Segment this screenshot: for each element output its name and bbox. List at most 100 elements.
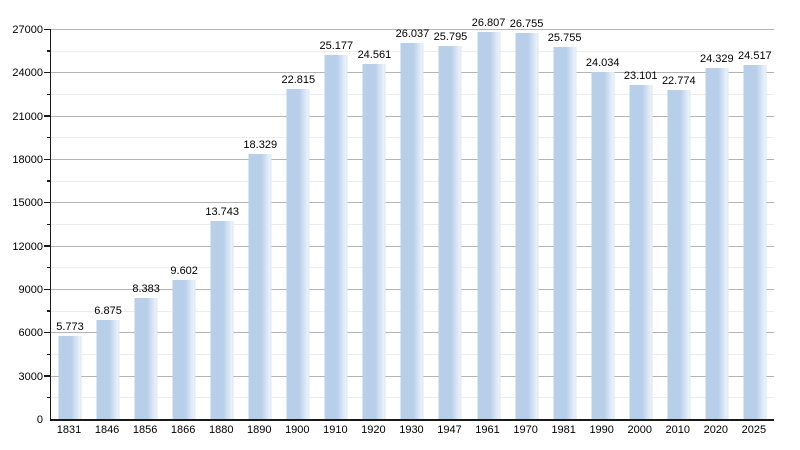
x-axis-tick-label: 1846 [94,424,120,436]
bar-slot: 24.517 [736,29,774,419]
y-axis-tick-label: 21000 [12,110,43,123]
bar-value-label: 26.037 [395,27,430,40]
x-axis-tick-label: 1990 [589,424,614,436]
bar-slot: 13.743 [203,29,241,419]
bar [477,31,501,419]
y-axis-tick-label: 24000 [12,67,43,80]
y-axis-tick [47,180,50,182]
x-axis-tick-label: 2025 [741,424,767,436]
x-axis-tick-label: 1930 [399,424,424,436]
bar [248,154,272,419]
bar-value-label: 26.807 [471,16,506,29]
y-axis-tick [47,223,50,225]
x-axis-tick-label: 2020 [703,424,729,436]
bar [591,71,615,419]
bar-value-label: 25.755 [547,31,582,44]
bar-slot: 22.815 [279,29,317,419]
bar [743,64,767,419]
bar-value-label: 22.774 [661,75,696,88]
bar-value-label: 25.795 [433,31,468,44]
bar-value-label: 9.602 [170,265,198,278]
bar-slot: 9.602 [165,29,203,419]
x-axis-tick-label: 1920 [361,424,386,436]
x-axis-tick-label: 1856 [132,424,158,436]
bar [629,85,653,419]
bar-slot: 26.037 [393,27,431,419]
bar [438,46,462,419]
bar-slot: 22.774 [660,29,698,419]
y-axis-tick [44,71,50,74]
plot-area: 5.773 6.875 8.383 9.602 13.743 18.329 22.815 25… [44,17,774,421]
bar [553,46,577,419]
bar-slot: 24.034 [584,29,622,419]
bar-slot: 23.101 [622,29,660,419]
y-axis-tick-label: 15000 [12,197,43,210]
y-axis-tick [44,201,50,204]
bar [210,220,234,419]
bar-slot: 8.383 [127,29,165,419]
y-axis-tick [44,245,50,247]
x-axis-tick-label: 1900 [285,424,310,436]
bar [515,32,539,419]
bar-value-label: 24.034 [585,56,620,69]
bar [58,335,82,419]
x-axis-tick-label: 2010 [665,424,691,436]
bar-slot: 26.755 [508,18,546,419]
y-axis-tick-label: 3000 [18,370,43,383]
bar-value-label: 22.815 [281,74,316,87]
bar [96,319,120,419]
x-axis-labels: 1831 1846 1856 1866 1880 1890 1900 1910 1920 1930… [50,424,773,437]
y-axis-tick-label: 27000 [12,24,43,36]
bar-value-label: 24.329 [699,52,734,65]
y-axis-tick [47,396,50,399]
bar-slot: 5.773 [51,29,89,419]
bar [362,64,386,419]
bar [172,280,196,419]
y-axis-tick [47,310,50,312]
bar-slot: 18.329 [241,29,279,419]
x-axis-tick-label: 1961 [475,424,500,436]
y-axis-tick [44,158,50,160]
x-axis-tick-label: 1981 [551,424,576,436]
x-axis-tick-label: 1947 [437,424,462,436]
bar-value-label: 8.383 [132,282,160,295]
y-axis-tick [47,93,50,95]
bar [286,89,310,419]
y-axis-tick [44,28,50,30]
bar [667,90,691,419]
bar [324,55,348,419]
x-axis-tick-label: 1910 [323,424,348,436]
bar-value-label: 25.177 [319,40,354,53]
bar-slot: 24.329 [698,29,736,419]
bar-slot: 26.807 [470,17,508,419]
y-axis-tick-label: 9000 [18,284,43,296]
bar-slot: 25.755 [546,29,584,419]
bar-value-label: 23.101 [623,70,658,83]
x-axis-tick-label: 1866 [170,424,196,436]
y-axis-tick [44,288,50,290]
y-axis-tick [44,331,50,334]
x-axis-tick-label: 1880 [208,424,234,436]
bar-slot: 24.561 [355,29,393,419]
x-axis-tick-label: 1970 [513,424,538,436]
bar-value-label: 24.517 [738,49,772,62]
bar [400,42,424,419]
bar-value-label: 26.755 [509,17,544,30]
bar-slot: 25.177 [317,29,355,419]
y-axis-tick [44,115,50,117]
x-axis-tick-label: 1890 [247,424,272,436]
y-axis-labels: 0 3000 6000 9000 12000 15000 18000 21000 24000 27… [0,0,43,450]
major-gridline [51,29,774,30]
y-axis-tick-label: 18000 [12,154,43,166]
bar-value-label: 13.743 [205,205,240,218]
x-axis-tick-label: 2000 [627,424,652,436]
y-axis-tick-label: 12000 [12,240,43,253]
y-axis-tick [47,266,50,269]
bar-slot: 25.795 [431,29,469,419]
y-axis-tick-label: 6000 [18,327,43,340]
y-axis-tick [47,50,50,52]
bar [705,67,729,419]
bar-value-label: 24.561 [357,49,392,62]
x-axis-tick-label: 1831 [56,424,82,436]
y-axis-tick [47,353,50,355]
